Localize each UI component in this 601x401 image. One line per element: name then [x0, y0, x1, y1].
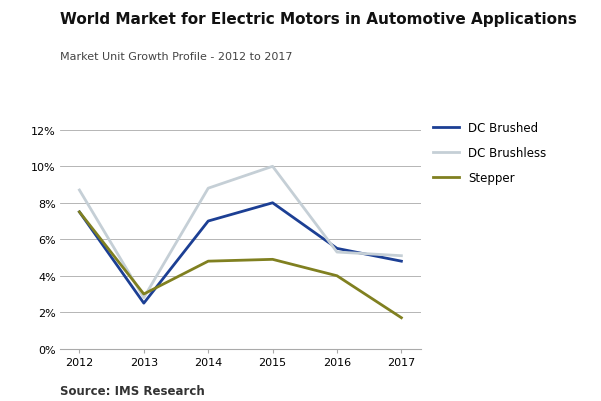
DC Brushless [398, 254, 405, 259]
DC Brushed [204, 219, 212, 224]
DC Brushed [398, 259, 405, 264]
Text: Source: IMS Research: Source: IMS Research [60, 384, 205, 397]
Stepper [398, 316, 405, 320]
DC Brushless [269, 164, 276, 169]
Stepper [334, 273, 341, 278]
DC Brushed [140, 301, 147, 306]
Line: DC Brushed: DC Brushed [79, 203, 401, 304]
DC Brushless [140, 296, 147, 300]
DC Brushless [334, 250, 341, 255]
Line: DC Brushless: DC Brushless [79, 167, 401, 298]
Stepper [76, 210, 83, 215]
Stepper [269, 257, 276, 262]
Text: Market Unit Growth Profile - 2012 to 2017: Market Unit Growth Profile - 2012 to 201… [60, 52, 293, 62]
DC Brushed [269, 201, 276, 206]
DC Brushless [204, 186, 212, 191]
DC Brushless [76, 188, 83, 193]
DC Brushed [76, 210, 83, 215]
Legend: DC Brushed, DC Brushless, Stepper: DC Brushed, DC Brushless, Stepper [428, 117, 551, 189]
Stepper [204, 259, 212, 264]
Text: World Market for Electric Motors in Automotive Applications: World Market for Electric Motors in Auto… [60, 12, 577, 27]
Line: Stepper: Stepper [79, 213, 401, 318]
Stepper [140, 292, 147, 297]
DC Brushed [334, 246, 341, 251]
